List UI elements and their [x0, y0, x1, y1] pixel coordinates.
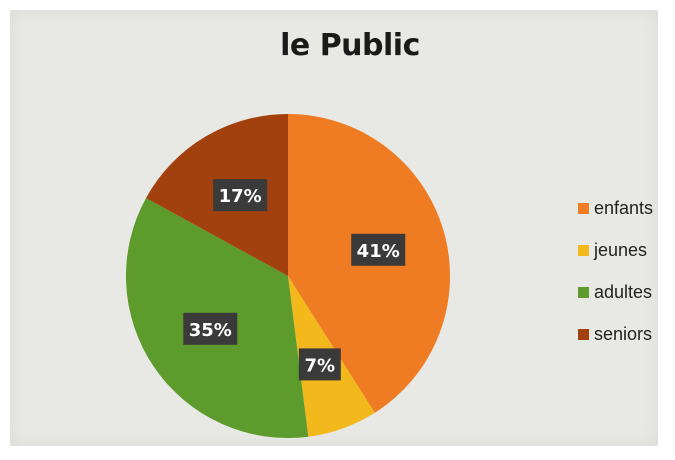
legend-label-adultes: adultes — [594, 282, 652, 303]
legend-swatch-jeunes — [578, 245, 589, 256]
legend-label-jeunes: jeunes — [594, 240, 647, 261]
chart-legend: enfants jeunes adultes seniors — [578, 198, 670, 366]
pie-slices — [126, 114, 450, 438]
legend-swatch-seniors — [578, 329, 589, 340]
legend-swatch-adultes — [578, 287, 589, 298]
data-label-adultes: 35% — [189, 320, 232, 341]
legend-item-enfants: enfants — [578, 198, 670, 218]
data-label-seniors: 17% — [219, 186, 262, 207]
legend-label-seniors: seniors — [594, 324, 652, 345]
legend-item-seniors: seniors — [578, 324, 670, 344]
data-label-enfants: 41% — [357, 241, 400, 262]
legend-item-adultes: adultes — [578, 282, 670, 302]
legend-item-jeunes: jeunes — [578, 240, 670, 260]
data-label-jeunes: 7% — [305, 355, 336, 376]
legend-label-enfants: enfants — [594, 198, 653, 219]
legend-swatch-enfants — [578, 203, 589, 214]
